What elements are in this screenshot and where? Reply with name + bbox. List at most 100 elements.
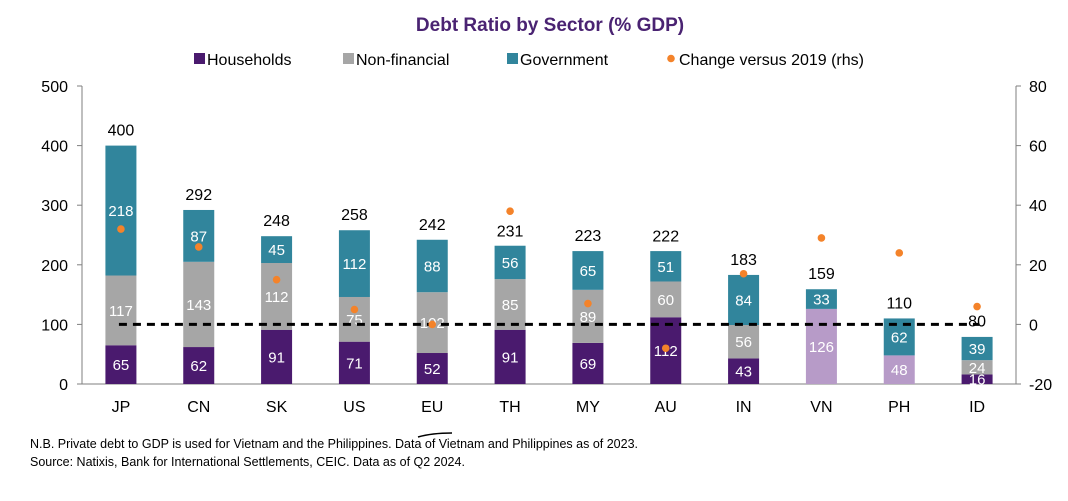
y-left-tick-label: 400 bbox=[41, 139, 68, 156]
data-label-non-financial-my: 89 bbox=[580, 309, 597, 326]
data-label-government-eu: 88 bbox=[424, 258, 441, 275]
data-label-households-eu: 52 bbox=[424, 361, 441, 378]
bar-government-id bbox=[961, 336, 993, 361]
bar-government-th bbox=[494, 245, 526, 280]
change-marker-jp bbox=[117, 225, 125, 233]
debt-ratio-chart: Debt Ratio by Sector (% GDP) Households N… bbox=[41, 15, 1052, 438]
legend-label-change: Change versus 2019 (rhs) bbox=[679, 52, 864, 69]
bar-government-cn bbox=[183, 209, 215, 262]
change-marker-cn bbox=[194, 243, 203, 251]
change-marker-in bbox=[739, 269, 748, 278]
bar-non-financial-in bbox=[728, 324, 760, 359]
bar-government-my bbox=[572, 251, 604, 290]
change-marker-vn bbox=[817, 234, 826, 242]
y-left-tick-label: 300 bbox=[41, 198, 68, 215]
x-tick-label-sk: SK bbox=[266, 399, 288, 416]
data-label-non-financial-vn: 126 bbox=[809, 339, 834, 356]
bar-government-in bbox=[728, 274, 760, 325]
bar-government-vn bbox=[805, 289, 837, 309]
bar-households-my bbox=[572, 342, 604, 384]
bar-government-au bbox=[650, 251, 682, 282]
data-label-government-vn: 33 bbox=[813, 292, 830, 309]
data-label-non-financial-in: 56 bbox=[735, 334, 752, 351]
legend-swatch-households bbox=[194, 53, 205, 64]
x-tick-label-ph: PH bbox=[888, 399, 910, 416]
change-marker-id bbox=[973, 302, 981, 311]
change-marker-th bbox=[506, 207, 514, 215]
total-label-jp: 400 bbox=[108, 123, 135, 140]
chart-title: Debt Ratio by Sector (% GDP) bbox=[416, 15, 684, 36]
bar-non-financial-us bbox=[338, 296, 370, 342]
change-marker-eu bbox=[428, 320, 437, 329]
y-right-tick-label: -20 bbox=[1029, 377, 1052, 394]
total-label-vn: 159 bbox=[808, 266, 835, 283]
total-label-eu: 242 bbox=[419, 217, 446, 234]
x-tick-label-my: MY bbox=[576, 399, 600, 416]
data-label-government-in: 84 bbox=[735, 292, 752, 309]
data-label-non-financial-ph: 48 bbox=[891, 362, 908, 379]
data-label-government-th: 56 bbox=[502, 255, 519, 272]
total-label-us: 258 bbox=[341, 207, 368, 224]
data-label-households-sk: 91 bbox=[268, 349, 285, 366]
x-tick-label-au: AU bbox=[655, 399, 677, 416]
data-label-government-ph: 62 bbox=[891, 329, 908, 346]
chart-axes: 0 100 200 300 400 500 -20 0 20 40 60 80 JP CN SK US EU TH… bbox=[41, 79, 1052, 416]
chart-legend: Households Non-financial Government Change … bbox=[194, 52, 864, 69]
bar-government-us bbox=[338, 230, 370, 297]
data-label-government-cn: 87 bbox=[190, 228, 207, 245]
data-label-non-financial-sk: 112 bbox=[265, 289, 289, 306]
data-label-non-financial-id: 24 bbox=[969, 360, 986, 377]
legend-swatch-non-financial bbox=[343, 53, 354, 64]
total-label-in: 183 bbox=[730, 252, 757, 269]
bar-households-cn bbox=[183, 347, 215, 384]
data-label-government-us: 112 bbox=[342, 256, 366, 273]
bar-non-financial-th bbox=[494, 279, 526, 330]
total-label-my: 223 bbox=[575, 228, 602, 245]
y-left-tick-label: 500 bbox=[41, 79, 68, 96]
chart-overlay bbox=[117, 207, 981, 438]
total-label-au: 222 bbox=[652, 229, 679, 246]
data-label-government-au: 51 bbox=[657, 259, 674, 276]
legend-label-households: Households bbox=[207, 52, 292, 69]
x-tick-label-th: TH bbox=[499, 399, 520, 416]
chart-labels: 65 117 218 400 62 143 87 292 91 112 45 248 71 75 112 25… bbox=[108, 123, 987, 389]
x-tick-label-eu: EU bbox=[421, 399, 443, 416]
change-marker-ph bbox=[895, 249, 904, 257]
bar-non-financial-au bbox=[650, 281, 682, 318]
bar-households-in bbox=[728, 358, 760, 384]
change-marker-us bbox=[350, 305, 359, 314]
y-left-tick-label: 0 bbox=[59, 377, 68, 394]
bar-households-us bbox=[338, 341, 370, 384]
total-label-cn: 292 bbox=[185, 187, 212, 204]
y-right-tick-label: 80 bbox=[1029, 79, 1047, 96]
data-label-households-cn: 62 bbox=[190, 358, 207, 375]
y-right-tick-label: 20 bbox=[1029, 258, 1047, 275]
data-label-government-id: 39 bbox=[969, 341, 986, 358]
bar-households-eu bbox=[416, 353, 448, 384]
x-tick-label-jp: JP bbox=[112, 399, 131, 416]
footnote-source: Source: Natixis, Bank for International … bbox=[30, 455, 465, 469]
data-label-households-my: 69 bbox=[580, 356, 597, 373]
bar-non-financial-vn bbox=[805, 308, 837, 384]
data-label-non-financial-jp: 117 bbox=[109, 303, 133, 320]
data-label-households-us: 71 bbox=[346, 355, 363, 372]
bar-households-th bbox=[494, 329, 526, 384]
data-label-non-financial-cn: 143 bbox=[186, 297, 211, 314]
bar-households-jp bbox=[105, 345, 137, 384]
data-label-non-financial-th: 85 bbox=[502, 297, 519, 314]
bar-government-sk bbox=[261, 236, 293, 264]
data-label-government-jp: 218 bbox=[108, 203, 133, 220]
bar-non-financial-id bbox=[961, 360, 993, 375]
bar-non-financial-jp bbox=[105, 275, 137, 346]
bar-government-eu bbox=[416, 239, 448, 293]
data-label-non-financial-au: 60 bbox=[657, 292, 674, 309]
data-label-non-financial-us: 75 bbox=[346, 312, 363, 329]
legend-label-government: Government bbox=[520, 52, 609, 69]
bar-government-jp bbox=[105, 145, 137, 276]
y-right-tick-label: 0 bbox=[1029, 317, 1038, 334]
bar-non-financial-sk bbox=[261, 263, 293, 330]
change-marker-my bbox=[584, 299, 592, 308]
total-label-id: 80 bbox=[968, 313, 986, 330]
y-left-tick-label: 200 bbox=[41, 258, 68, 275]
x-tick-label-in: IN bbox=[736, 399, 752, 416]
